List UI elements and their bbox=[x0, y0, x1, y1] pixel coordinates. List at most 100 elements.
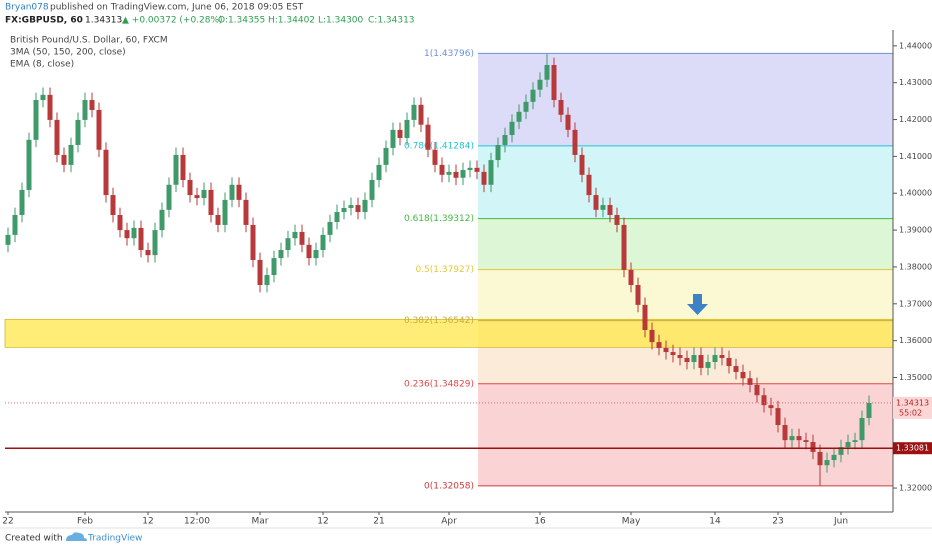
candle-body bbox=[775, 408, 781, 426]
high: H:1.34402 bbox=[268, 16, 315, 26]
x-tick-label: Jun bbox=[833, 517, 848, 527]
candle-body bbox=[250, 224, 256, 260]
y-tick-label: 1.36000 bbox=[899, 336, 932, 345]
candle-body bbox=[670, 352, 676, 356]
indicator-label: 3MA (50, 150, 200, close) bbox=[10, 48, 126, 58]
candle-body bbox=[495, 144, 501, 161]
fib-label: 0.5(1.37927) bbox=[415, 265, 474, 275]
candle-body bbox=[502, 135, 508, 145]
candle-body bbox=[376, 164, 382, 180]
last: 1.34313 bbox=[85, 16, 122, 26]
candle-body bbox=[173, 154, 179, 185]
candle-body bbox=[418, 104, 424, 125]
x-tick-label: Apr bbox=[441, 517, 457, 527]
candle-body bbox=[530, 89, 536, 102]
y-tick-label: 1.42000 bbox=[899, 115, 932, 124]
candle-body bbox=[369, 179, 375, 200]
candle-body bbox=[12, 214, 18, 235]
candle-body bbox=[299, 231, 305, 245]
close: C:1.34313 bbox=[368, 16, 415, 26]
candle-body bbox=[271, 258, 277, 276]
candle-body bbox=[285, 238, 291, 250]
y-tick-label: 1.41000 bbox=[899, 152, 932, 161]
candle-body bbox=[733, 366, 739, 372]
x-tick-label: 14 bbox=[709, 517, 721, 527]
candle-body bbox=[677, 355, 683, 358]
candle-body bbox=[439, 164, 445, 175]
candle-body bbox=[61, 154, 67, 165]
candle-body bbox=[810, 441, 816, 452]
candle-body bbox=[726, 357, 732, 367]
x-tick-label: 23 bbox=[772, 517, 783, 527]
candle-body bbox=[866, 402, 872, 419]
candle-body bbox=[768, 405, 774, 409]
candle-body bbox=[334, 212, 340, 222]
x-tick-label: 16 bbox=[534, 517, 546, 527]
candle-body bbox=[348, 205, 354, 208]
candle-body bbox=[579, 154, 585, 175]
candle-body bbox=[327, 221, 333, 235]
x-tick-label: 22 bbox=[2, 517, 13, 527]
candle-body bbox=[474, 167, 480, 172]
candle-body bbox=[509, 121, 515, 136]
y-tick-label: 1.37000 bbox=[899, 299, 932, 308]
price-badge bbox=[893, 396, 932, 419]
candle-body bbox=[712, 355, 718, 363]
fib-label: 0.382(1.36542) bbox=[404, 316, 474, 326]
candle-body bbox=[488, 160, 494, 185]
candle-body bbox=[698, 355, 704, 368]
candle-body bbox=[411, 104, 417, 120]
candle-body bbox=[537, 79, 543, 90]
candle-body bbox=[222, 199, 228, 225]
candle-body bbox=[404, 119, 410, 138]
x-tick-label: Mar bbox=[252, 517, 269, 527]
candle-body bbox=[54, 119, 60, 155]
candle-body bbox=[229, 184, 235, 200]
candle-body bbox=[691, 355, 697, 363]
candle-body bbox=[96, 109, 102, 150]
x-tick-label: 12:00 bbox=[184, 517, 210, 527]
candle-body bbox=[40, 94, 46, 101]
candle-body bbox=[208, 189, 214, 215]
candle-body bbox=[187, 179, 193, 196]
candle-body bbox=[145, 249, 151, 256]
candle-body bbox=[544, 65, 550, 80]
candle-body bbox=[47, 94, 53, 120]
candle-body bbox=[656, 342, 662, 349]
candle-body bbox=[131, 227, 137, 239]
candle-body bbox=[215, 214, 221, 225]
candle-body bbox=[600, 205, 606, 210]
candle-body bbox=[593, 195, 599, 210]
candle-body bbox=[264, 275, 270, 286]
y-tick-label: 1.43000 bbox=[899, 78, 932, 87]
y-tick-label: 1.39000 bbox=[899, 226, 932, 235]
y-tick-label: 1.38000 bbox=[899, 262, 932, 271]
candle-body bbox=[740, 371, 746, 379]
candle-body bbox=[453, 171, 459, 178]
candle-body bbox=[117, 214, 123, 231]
candle-body bbox=[460, 170, 466, 178]
candle-body bbox=[201, 189, 207, 199]
published: published on TradingView.com, June 06, 2… bbox=[50, 3, 304, 13]
candle-body bbox=[747, 378, 753, 385]
candle-body bbox=[523, 101, 529, 112]
candle-body bbox=[796, 436, 802, 441]
candle-body bbox=[236, 184, 242, 200]
candle-body bbox=[551, 65, 557, 101]
candle-body bbox=[180, 154, 186, 180]
y-tick-label: 1.32000 bbox=[899, 484, 932, 493]
x-tick-label: 21 bbox=[373, 517, 384, 527]
fib-label: 0.236(1.34829) bbox=[404, 379, 474, 389]
fib-label: 0.786(1.41284) bbox=[404, 141, 474, 151]
candle-body bbox=[278, 249, 284, 259]
chart-title: British Pound/U.S. Dollar, 60, FXCM bbox=[10, 36, 168, 46]
candle-body bbox=[565, 114, 571, 130]
candle-body bbox=[586, 174, 592, 196]
candle-body bbox=[124, 230, 130, 239]
author[interactable]: Bryan078 bbox=[5, 3, 49, 13]
footer-brand[interactable]: TradingView bbox=[87, 534, 142, 544]
low: L:1.34300 bbox=[318, 16, 364, 26]
candle-body bbox=[320, 234, 326, 250]
candle-body bbox=[824, 460, 830, 466]
candle-body bbox=[425, 124, 431, 150]
